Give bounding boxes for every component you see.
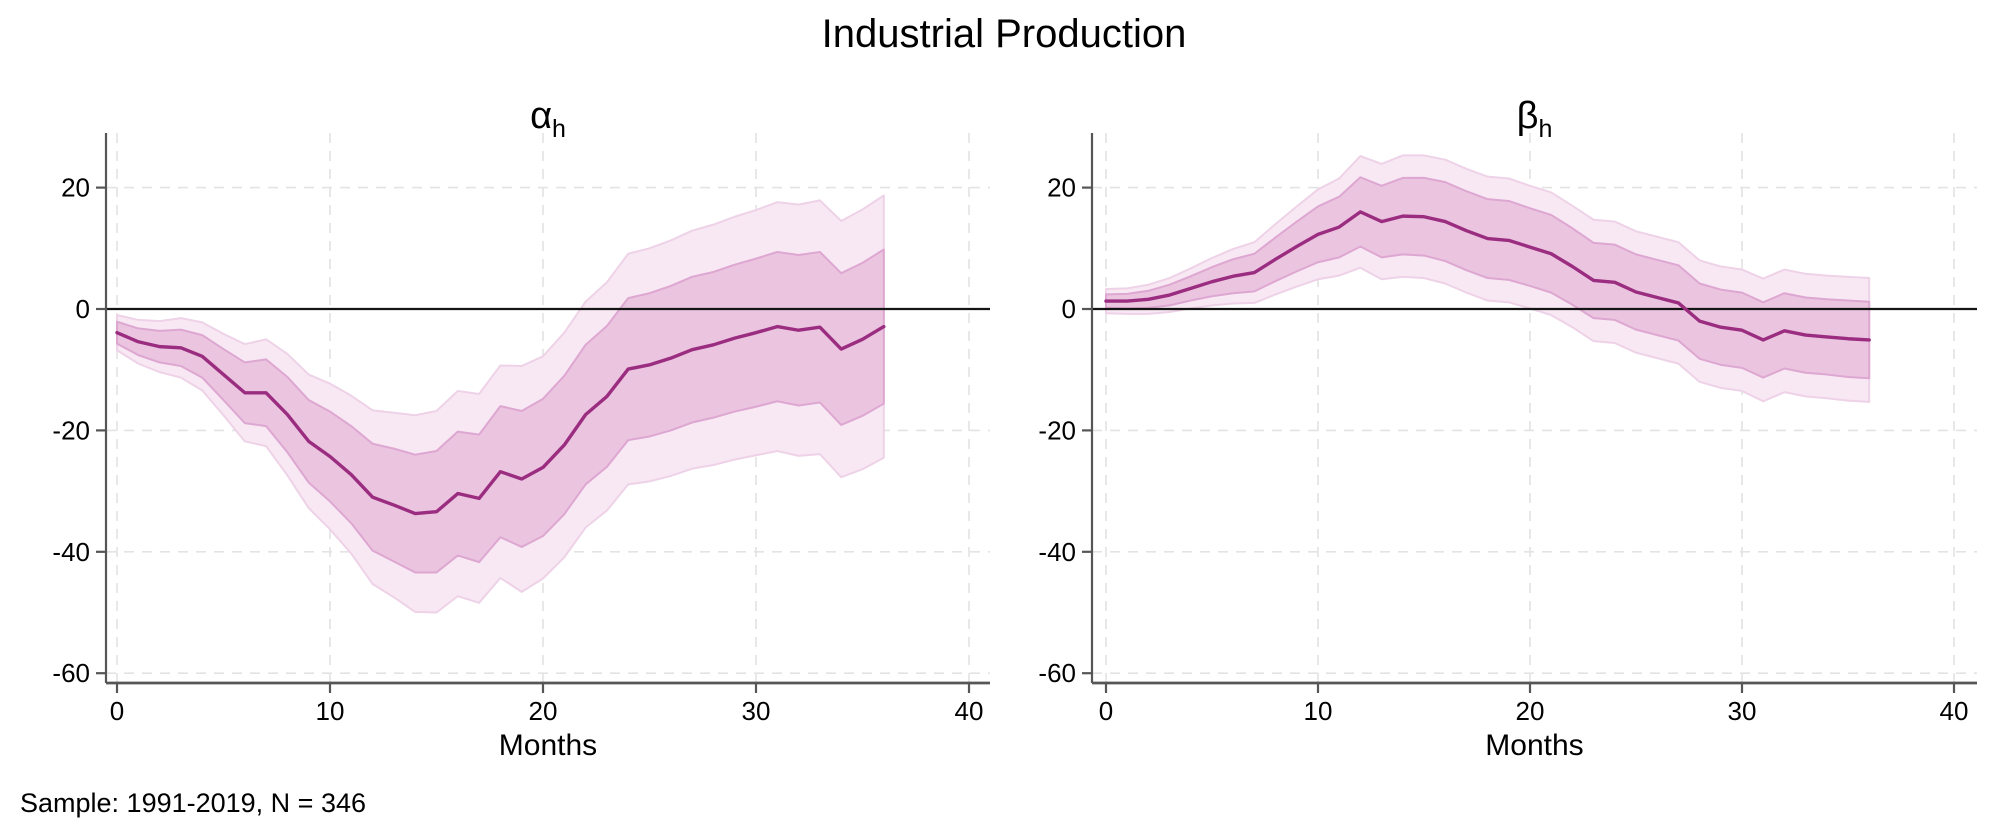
y-tick-label: 0 xyxy=(76,294,90,324)
x-tick-label: 10 xyxy=(316,696,345,726)
panel-alpha: 20 0 -20 -40 -60 0 10 20 30 40 Months αh xyxy=(0,60,1004,762)
x-tick-label: 30 xyxy=(742,696,771,726)
point-estimate-line xyxy=(115,324,886,516)
y-tick-label: 0 xyxy=(1062,294,1076,324)
sample-note: Sample: 1991-2019, N = 346 xyxy=(20,788,366,818)
y-tick-label: -40 xyxy=(52,537,90,567)
chart-title: Industrial Production xyxy=(821,12,1187,56)
y-tick-label: 20 xyxy=(1047,173,1076,203)
y-tick-label: -40 xyxy=(1038,537,1076,567)
panel-title: βh xyxy=(1517,95,1553,143)
x-tick-label: 0 xyxy=(1099,696,1113,726)
x-tick-label: 10 xyxy=(1304,696,1333,726)
x-axis-title: Months xyxy=(1485,729,1583,760)
x-tick-label: 40 xyxy=(1940,696,1969,726)
alpha-chart-svg: 20 0 -20 -40 -60 0 10 20 30 40 Months αh xyxy=(52,95,990,762)
x-tick-label: 40 xyxy=(955,696,984,726)
x-tick-label: 30 xyxy=(1728,696,1757,726)
beta-chart-svg: 20 0 -20 -40 -60 0 10 20 30 40 Months βh xyxy=(1038,95,1977,762)
panels-container: 20 0 -20 -40 -60 0 10 20 30 40 Months αh 20 0 -20 -40 -… xyxy=(0,60,2008,762)
y-tick-label: -20 xyxy=(1038,415,1076,445)
y-tick-label: 20 xyxy=(61,173,90,203)
panel-title: αh xyxy=(530,95,566,143)
y-tick-label: -20 xyxy=(52,415,90,445)
x-tick-label: 20 xyxy=(1516,696,1545,726)
x-tick-label: 20 xyxy=(529,696,558,726)
panel-beta: 20 0 -20 -40 -60 0 10 20 30 40 Months βh xyxy=(1004,60,2008,762)
x-axis-title: Months xyxy=(499,729,597,760)
y-tick-label: -60 xyxy=(1038,658,1076,688)
x-tick-label: 0 xyxy=(110,696,124,726)
point-estimate-line xyxy=(1104,210,1871,342)
inner-confidence-band xyxy=(1105,176,1871,380)
inner-confidence-band xyxy=(116,248,885,574)
y-tick-label: -60 xyxy=(52,658,90,688)
